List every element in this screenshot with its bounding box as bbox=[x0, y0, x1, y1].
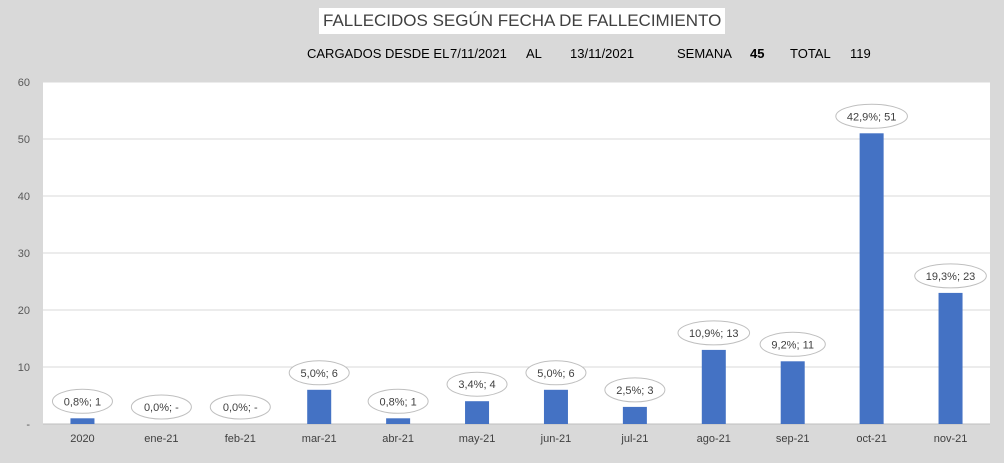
x-tick-label: nov-21 bbox=[934, 433, 968, 445]
data-label: 9,2%; 11 bbox=[771, 339, 814, 351]
y-tick-label: 60 bbox=[18, 77, 30, 89]
bar bbox=[386, 418, 411, 424]
chart-title: FALLECIDOS SEGÚN FECHA DE FALLECIMIENTO bbox=[319, 8, 726, 34]
data-label: 19,3%; 23 bbox=[926, 271, 976, 283]
x-tick-label: sep-21 bbox=[776, 433, 810, 445]
data-label-bubble bbox=[759, 331, 826, 357]
week-label: SEMANA bbox=[677, 46, 732, 61]
bar bbox=[307, 389, 332, 424]
from-date: 7/11/2021 bbox=[450, 46, 507, 61]
x-tick-label: jul-21 bbox=[620, 433, 648, 445]
to-label: AL bbox=[526, 46, 542, 61]
data-label: 42,9%; 51 bbox=[847, 111, 897, 123]
data-label: 5,0%; 6 bbox=[301, 368, 338, 380]
bar bbox=[543, 389, 568, 424]
data-label: 3,4%; 4 bbox=[458, 379, 495, 391]
bar bbox=[70, 418, 95, 424]
data-label-bubble bbox=[288, 360, 350, 386]
x-tick-label: 2020 bbox=[70, 433, 94, 445]
data-label: 0,8%; 1 bbox=[379, 396, 416, 408]
data-label-bubble bbox=[446, 371, 508, 397]
x-tick-label: abr-21 bbox=[382, 433, 414, 445]
bar bbox=[701, 349, 726, 424]
bar bbox=[622, 406, 647, 424]
x-tick-label: ene-21 bbox=[144, 433, 178, 445]
data-label-bubble bbox=[130, 394, 192, 420]
data-label-bubble bbox=[914, 263, 987, 289]
data-label-bubble bbox=[209, 394, 271, 420]
x-tick-label: oct-21 bbox=[856, 433, 887, 445]
data-label-bubble bbox=[604, 377, 666, 403]
y-tick-label: 30 bbox=[18, 248, 30, 260]
data-label-bubble bbox=[525, 360, 587, 386]
y-tick-label: 20 bbox=[18, 305, 30, 317]
loaded-label: CARGADOS DESDE EL bbox=[307, 46, 450, 61]
data-label: 0,0%; - bbox=[144, 402, 179, 414]
x-tick-label: may-21 bbox=[459, 433, 496, 445]
data-label-bubble bbox=[677, 320, 751, 346]
x-tick-label: feb-21 bbox=[225, 433, 256, 445]
total-label: TOTAL bbox=[790, 46, 831, 61]
data-label-bubble bbox=[51, 388, 113, 414]
y-tick-label: 40 bbox=[18, 191, 30, 203]
data-label: 5,0%; 6 bbox=[537, 368, 574, 380]
bar bbox=[780, 361, 805, 424]
x-tick-label: mar-21 bbox=[302, 433, 337, 445]
bar bbox=[465, 401, 490, 424]
y-tick-label: 50 bbox=[18, 134, 30, 146]
to-date: 13/11/2021 bbox=[570, 46, 635, 61]
data-label: 10,9%; 13 bbox=[689, 328, 739, 340]
y-tick-label: 10 bbox=[18, 362, 30, 374]
total-value: 119 bbox=[850, 46, 871, 61]
data-label-bubble bbox=[367, 388, 429, 414]
x-tick-label: jun-21 bbox=[540, 433, 572, 445]
bar bbox=[938, 292, 963, 424]
data-label: 0,0%; - bbox=[223, 402, 258, 414]
data-label: 2,5%; 3 bbox=[616, 385, 653, 397]
x-tick-label: ago-21 bbox=[697, 433, 731, 445]
bar bbox=[859, 133, 884, 425]
week-value: 45 bbox=[750, 46, 765, 61]
data-label-bubble bbox=[835, 103, 908, 129]
data-label: 0,8%; 1 bbox=[64, 396, 101, 408]
y-tick-label: - bbox=[26, 419, 30, 431]
